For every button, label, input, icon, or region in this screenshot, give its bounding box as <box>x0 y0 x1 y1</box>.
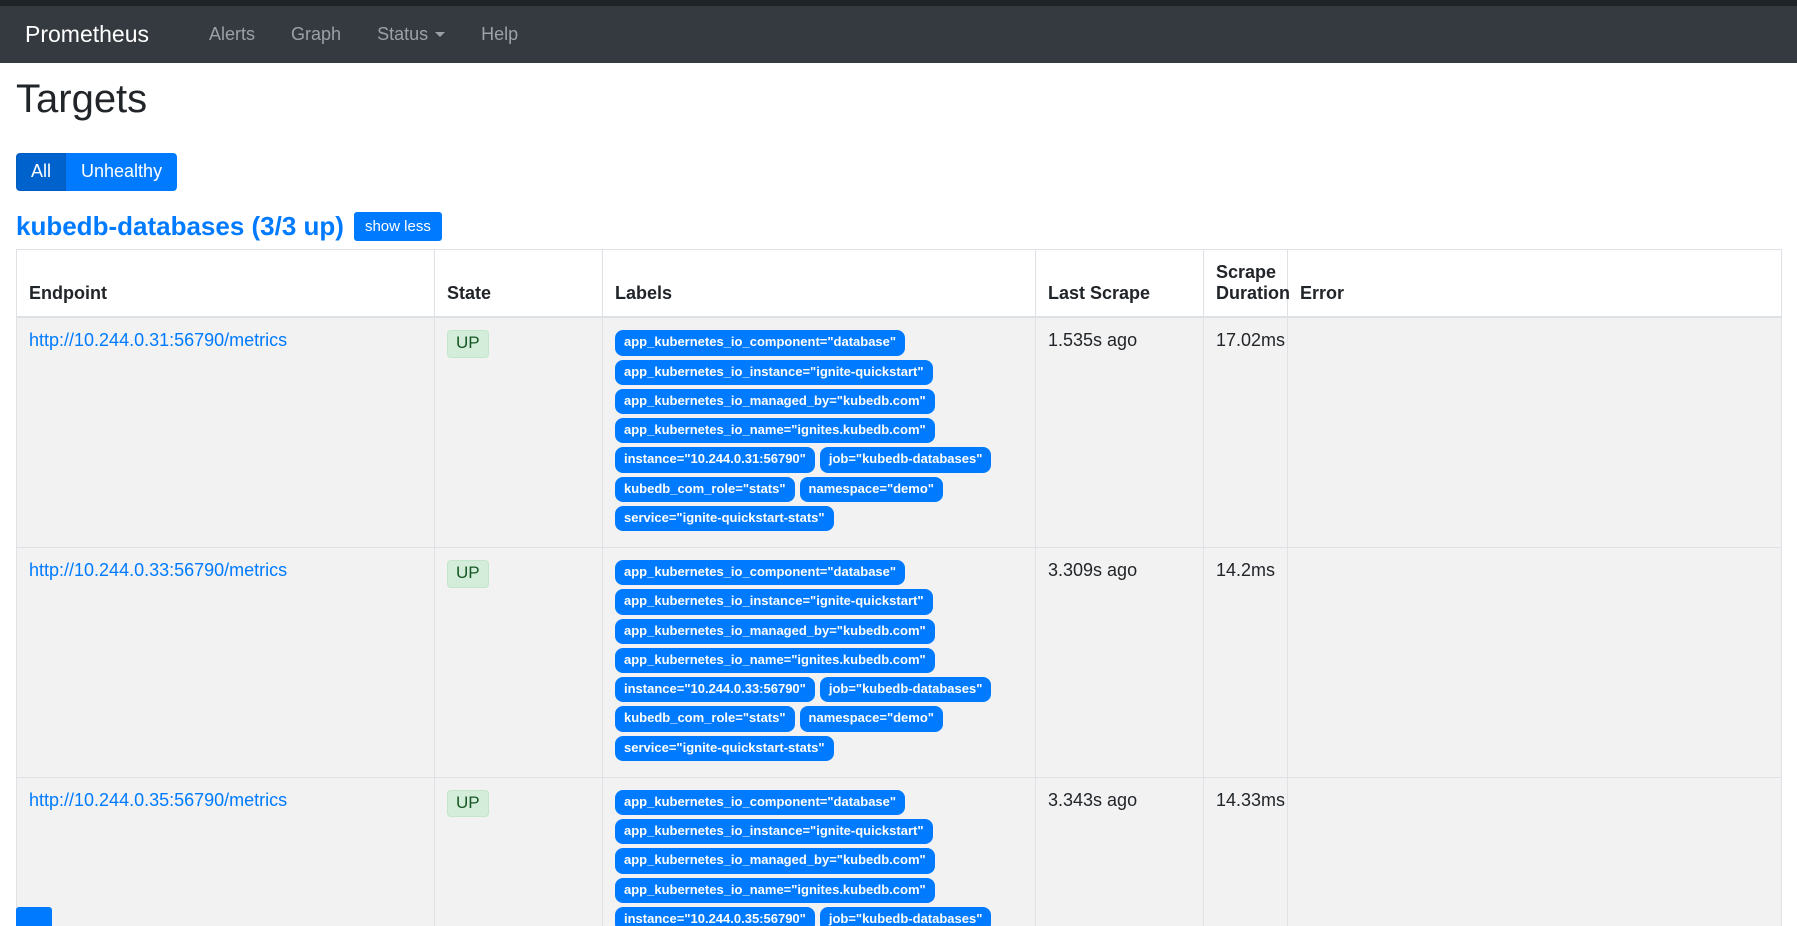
error-value <box>1287 316 1782 549</box>
label-badge: app_kubernetes_io_component="database" <box>615 789 906 816</box>
table-header-row: Endpoint State Labels Last Scrape Scrape… <box>16 249 1782 319</box>
nav-status-dropdown[interactable]: Status <box>359 24 463 45</box>
state-up-badge: UP <box>447 330 489 358</box>
label-badge: kubedb_com_role="stats" <box>615 476 795 502</box>
scrape-duration-value: 14.33ms <box>1203 776 1288 926</box>
label-badge: app_kubernetes_io_instance="ignite-quick… <box>615 359 933 385</box>
endpoint-link[interactable]: http://10.244.0.33:56790/metrics <box>29 560 288 581</box>
label-badge: namespace="demo" <box>799 706 943 732</box>
nav-graph[interactable]: Graph <box>291 24 342 44</box>
header-endpoint: Endpoint <box>16 249 435 319</box>
navbar: Prometheus Alerts Graph Status Help <box>0 6 1797 63</box>
nav-alerts[interactable]: Alerts <box>209 24 256 44</box>
table-row: http://10.244.0.31:56790/metrics UP app_… <box>16 316 1782 549</box>
last-scrape-value: 1.535s ago <box>1035 316 1204 549</box>
label-badge: instance="10.244.0.35:56790" <box>615 906 815 926</box>
header-labels: Labels <box>602 249 1036 319</box>
page-title: Targets <box>16 77 148 121</box>
label-badge: service="ignite-quickstart-stats" <box>615 735 834 761</box>
header-scrape-duration: Scrape Duration <box>1203 249 1290 319</box>
label-badge: app_kubernetes_io_managed_by="kubedb.com… <box>615 618 935 644</box>
header-error: Error <box>1287 249 1782 319</box>
last-scrape-value: 3.343s ago <box>1035 776 1204 926</box>
job-title[interactable]: kubedb-databases (3/3 up) <box>16 210 344 241</box>
targets-table: Endpoint State Labels Last Scrape Scrape… <box>16 249 1782 926</box>
next-section-partial-element <box>16 907 52 926</box>
brand-prometheus[interactable]: Prometheus <box>25 21 150 47</box>
endpoint-link[interactable]: http://10.244.0.35:56790/metrics <box>29 789 288 810</box>
filter-all-button[interactable]: All <box>16 153 67 191</box>
last-scrape-value: 3.309s ago <box>1035 547 1204 778</box>
label-badge: app_kubernetes_io_name="ignites.kubedb.c… <box>615 418 935 444</box>
scrape-duration-value: 14.2ms <box>1203 547 1288 778</box>
table-row: http://10.244.0.35:56790/metrics UP app_… <box>16 776 1782 926</box>
label-badge: app_kubernetes_io_instance="ignite-quick… <box>615 819 933 845</box>
error-value <box>1287 547 1782 778</box>
label-badge: namespace="demo" <box>799 476 943 502</box>
label-badge: app_kubernetes_io_component="database" <box>615 560 906 586</box>
label-badge: app_kubernetes_io_name="ignites.kubedb.c… <box>615 877 935 903</box>
label-badge: job="kubedb-databases" <box>819 677 992 703</box>
nav-help[interactable]: Help <box>481 24 519 44</box>
label-badge: job="kubedb-databases" <box>819 906 992 926</box>
labels-cell: app_kubernetes_io_component="database"ap… <box>602 547 1036 778</box>
label-badge: app_kubernetes_io_component="database" <box>615 330 906 356</box>
label-badge: app_kubernetes_io_managed_by="kubedb.com… <box>615 848 935 874</box>
label-badge: app_kubernetes_io_managed_by="kubedb.com… <box>615 388 935 415</box>
show-less-button[interactable]: show less <box>353 211 442 241</box>
label-badge: instance="10.244.0.31:56790" <box>615 447 815 473</box>
state-up-badge: UP <box>447 789 489 818</box>
table-row: http://10.244.0.33:56790/metrics UP app_… <box>16 547 1782 778</box>
filter-unhealthy-button[interactable]: Unhealthy <box>66 153 178 191</box>
header-last-scrape: Last Scrape <box>1035 249 1204 319</box>
chevron-down-icon <box>435 32 446 37</box>
filter-button-group: All Unhealthy <box>16 153 178 191</box>
label-badge: kubedb_com_role="stats" <box>615 706 795 732</box>
header-state: State <box>434 249 603 319</box>
window-top-strip <box>0 0 1797 6</box>
job-section-header: kubedb-databases (3/3 up) show less <box>16 210 1781 244</box>
main-content: Targets All Unhealthy kubedb-databases (… <box>0 75 1797 926</box>
state-up-badge: UP <box>447 560 489 588</box>
scrape-duration-value: 17.02ms <box>1203 316 1288 549</box>
label-badge: app_kubernetes_io_name="ignites.kubedb.c… <box>615 647 935 674</box>
endpoint-link[interactable]: http://10.244.0.31:56790/metrics <box>29 330 288 351</box>
label-badge: app_kubernetes_io_instance="ignite-quick… <box>615 589 933 615</box>
label-badge: instance="10.244.0.33:56790" <box>615 677 815 703</box>
nav-status-label: Status <box>377 24 429 44</box>
error-value <box>1287 776 1782 926</box>
labels-cell: app_kubernetes_io_component="database"ap… <box>602 776 1036 926</box>
labels-cell: app_kubernetes_io_component="database"ap… <box>602 316 1036 549</box>
label-badge: job="kubedb-databases" <box>819 447 992 473</box>
label-badge: service="ignite-quickstart-stats" <box>615 505 834 532</box>
